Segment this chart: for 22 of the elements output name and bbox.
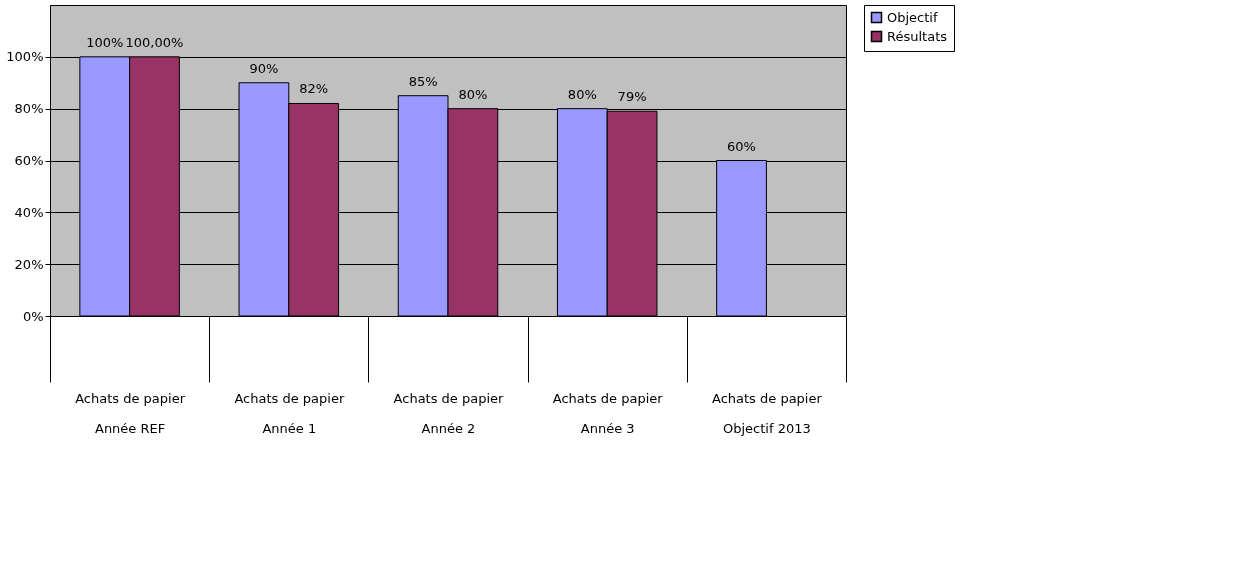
legend-label: Objectif	[887, 9, 938, 25]
x-tick-label: Achats de papier Année 3	[552, 390, 664, 436]
data-label: 85%	[408, 73, 438, 89]
data-label: 80%	[567, 86, 597, 102]
y-tick-label: 20%	[14, 256, 44, 272]
legend-label: Résultats	[887, 28, 948, 44]
data-label: 79%	[617, 89, 647, 105]
data-label: 60%	[727, 138, 756, 154]
x-tick-label: Achats de papier Année 2	[393, 390, 505, 436]
x-tick-label: Achats de papier Objectif 2013	[711, 390, 823, 436]
y-tick-label: 40%	[14, 204, 44, 220]
data-label: 100%	[86, 34, 124, 50]
data-label: 80%	[458, 86, 488, 102]
y-tick-label: 60%	[14, 153, 44, 168]
y-tick-label: 0%	[22, 308, 44, 324]
data-label: 100,00%	[125, 34, 184, 50]
y-tick-label: 100%	[6, 49, 44, 65]
y-tick-label: 80%	[14, 101, 44, 117]
data-label: 90%	[249, 60, 279, 76]
x-tick-label: Achats de papier Année 1	[234, 390, 345, 436]
x-tick-label: Achats de papier Année REF	[75, 390, 186, 436]
data-label: 82%	[299, 81, 329, 97]
